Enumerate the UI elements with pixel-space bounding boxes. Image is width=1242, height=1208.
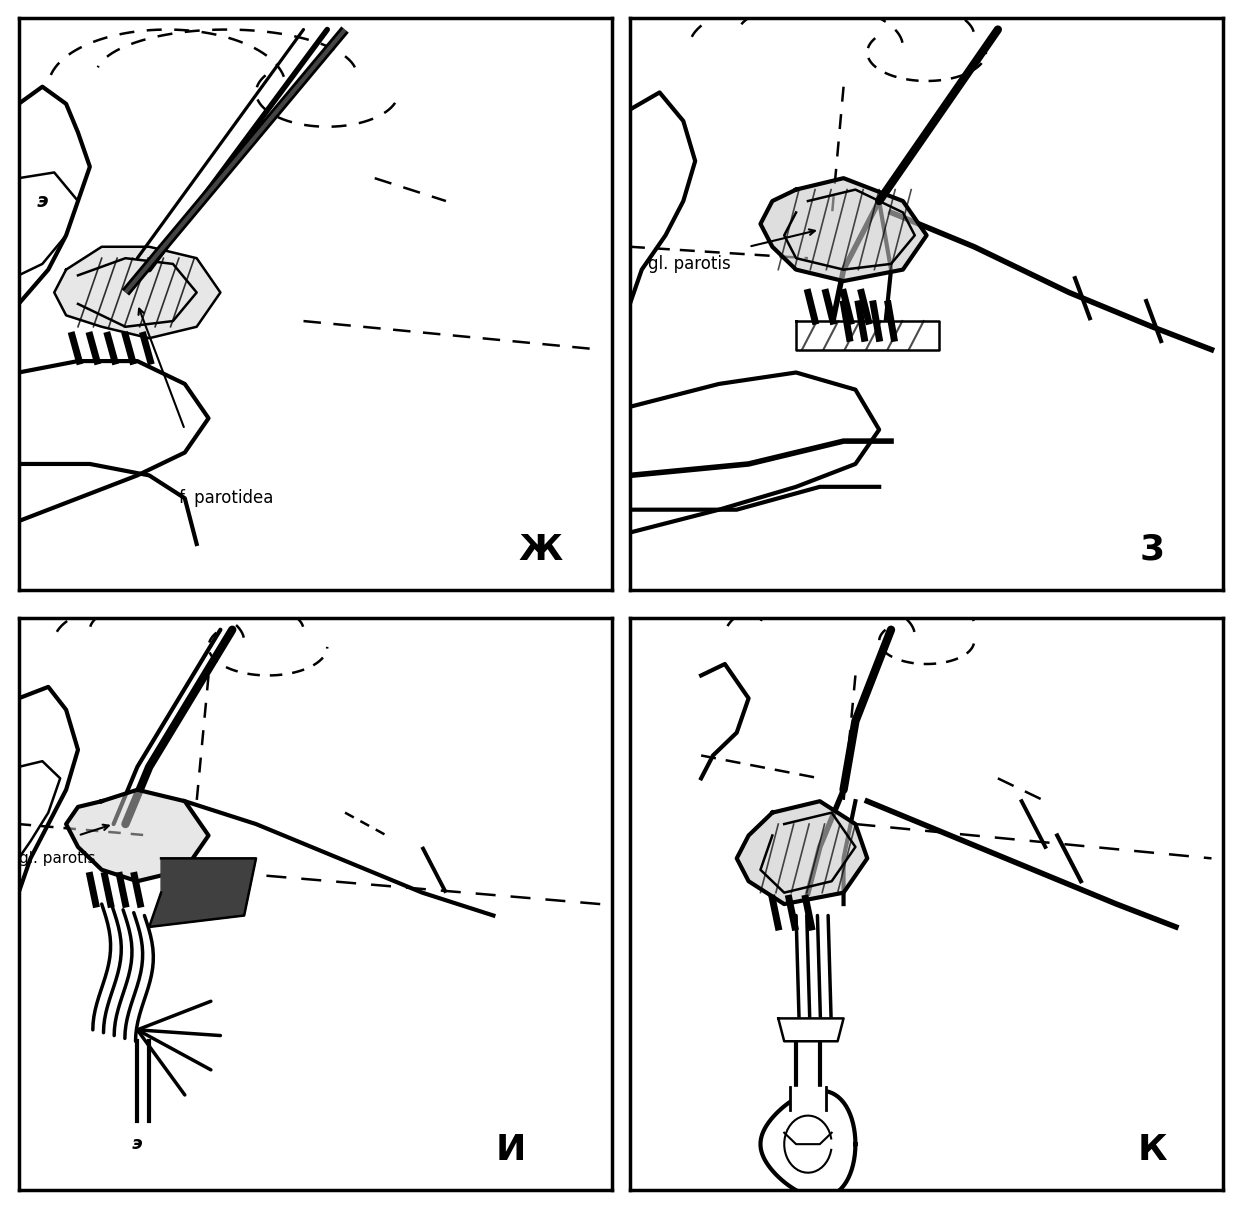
Text: К: К [1138,1133,1167,1167]
Text: f. parotidea: f. parotidea [179,489,273,507]
Text: э: э [36,192,48,210]
Polygon shape [779,1018,843,1041]
Polygon shape [760,178,927,281]
Text: Ж: Ж [519,533,563,567]
Polygon shape [149,859,256,927]
Polygon shape [66,790,209,881]
Text: И: И [496,1133,527,1167]
Polygon shape [760,1091,856,1197]
Text: gl. parotis: gl. parotis [19,850,96,866]
Polygon shape [796,321,939,349]
Polygon shape [790,1087,826,1110]
Text: 3: 3 [1140,533,1165,567]
Polygon shape [737,801,867,904]
Text: gl. parotis: gl. parotis [648,255,730,273]
Polygon shape [55,246,220,338]
Text: э: э [132,1136,143,1154]
